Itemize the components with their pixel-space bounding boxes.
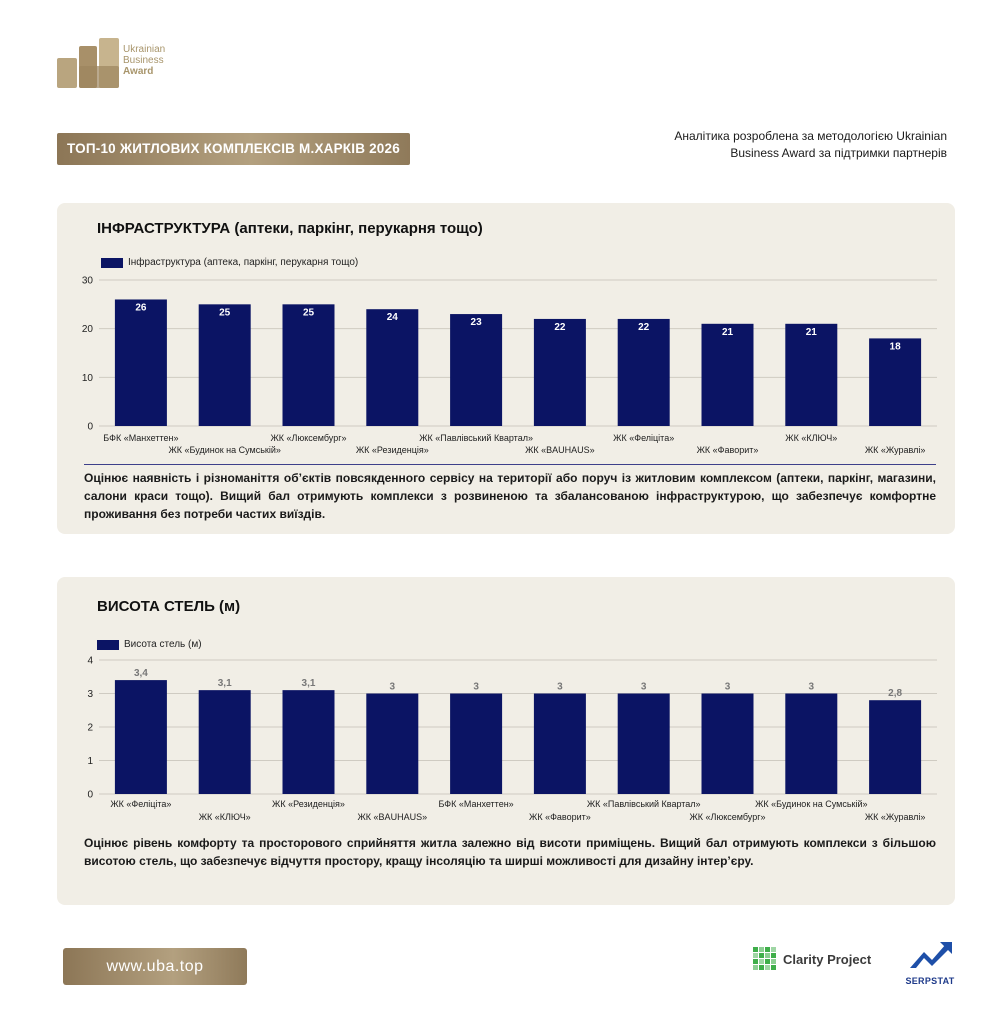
bar-data-label: 3,1: [302, 678, 316, 689]
bar-data-label: 21: [722, 327, 734, 338]
bar-data-label: 3: [809, 682, 815, 693]
bar-data-label: 3: [641, 682, 647, 693]
bar: [533, 318, 586, 426]
bar: [198, 690, 251, 794]
y-tick-label: 20: [82, 324, 94, 335]
infrastructure-panel: ІНФРАСТРУКТУРА (аптеки, паркінг, перукар…: [57, 203, 955, 534]
bar-data-label: 21: [806, 327, 818, 338]
bar: [282, 690, 335, 794]
bar: [785, 323, 838, 426]
infrastructure-description: Оцінює наявність і різноманіття об’єктів…: [84, 471, 936, 521]
x-category-label: БФК «Манхеттен»: [438, 799, 513, 809]
bar: [366, 693, 419, 794]
website-link[interactable]: www.uba.top: [63, 948, 247, 985]
ceiling-height-legend: Висота стель (м): [97, 639, 202, 650]
serpstat-logo: SERPSTAT: [904, 940, 956, 986]
uba-logo-text: Ukrainian Business Award: [123, 44, 165, 77]
bar-data-label: 24: [387, 312, 399, 323]
bar-data-label: 3,4: [134, 668, 148, 679]
bar-data-label: 23: [471, 317, 483, 328]
bar-data-label: 3: [390, 682, 396, 693]
x-category-label: ЖК «Люксембург»: [690, 812, 766, 822]
infrastructure-title: ІНФРАСТРУКТУРА (аптеки, паркінг, перукар…: [97, 220, 483, 237]
legend-swatch: [101, 257, 123, 268]
y-tick-label: 0: [87, 790, 93, 801]
x-category-label: ЖК «Фаворит»: [697, 445, 759, 455]
y-tick-label: 3: [87, 689, 93, 700]
bar: [617, 693, 670, 794]
bar: [366, 309, 419, 426]
x-category-label: ЖК «Резиденція»: [356, 445, 429, 455]
y-tick-label: 10: [82, 373, 94, 384]
x-category-label: ЖК «Фаворит»: [529, 812, 591, 822]
x-category-label: ЖК «Павлівський Квартал»: [419, 433, 533, 443]
x-category-label: ЖК «Журавлі»: [865, 445, 926, 455]
y-tick-label: 4: [87, 656, 93, 667]
uba-logo: Ukrainian Business Award: [57, 36, 187, 92]
infrastructure-chart: 0 10 20 30 26 БФК «Манхеттен» 25 ЖК «Будинок на…: [82, 276, 937, 455]
bar: [450, 314, 503, 426]
bar: [617, 318, 670, 426]
bar-data-label: 3: [725, 682, 731, 693]
bar-data-label: 26: [135, 302, 147, 313]
x-category-label: БФК «Манхеттен»: [103, 433, 178, 443]
y-tick-label: 2: [87, 723, 93, 734]
x-category-label: ЖК «Будинок на Сумській»: [169, 445, 281, 455]
logo-line1: Ukrainian: [123, 44, 166, 55]
ceiling-height-description: Оцінює рівень комфорту та просторового с…: [84, 836, 936, 868]
x-category-label: ЖК «Павлівський Квартал»: [587, 799, 701, 809]
bar-data-label: 25: [219, 307, 231, 318]
x-category-label: ЖК «Люксембург»: [271, 433, 347, 443]
methodology-note: Аналітика розроблена за методологією Ukr…: [674, 129, 947, 160]
bar-data-label: 2,8: [888, 688, 902, 699]
bar: [282, 304, 335, 426]
x-category-label: ЖК «Журавлі»: [865, 812, 926, 822]
bar: [114, 680, 167, 794]
logo-line3: Award: [123, 66, 154, 77]
legend-label: Висота стель (м): [124, 639, 202, 650]
clarity-project-label: Clarity Project: [783, 951, 872, 967]
bar-data-label: 22: [638, 322, 650, 333]
ceiling-height-panel: ВИСОТА СТЕЛЬ (м) 0 1 2 3 4 3,4 ЖК «Феліціта» 3,…: [57, 577, 955, 905]
logo-line2: Business: [123, 55, 164, 66]
report-title-badge: ТОП-10 ЖИТЛОВИХ КОМПЛЕКСІВ М.ХАРКІВ 2026: [57, 133, 410, 165]
legend-swatch: [97, 639, 119, 650]
y-tick-label: 1: [87, 756, 93, 767]
x-category-label: ЖК «BAUHAUS»: [358, 812, 428, 822]
bar: [198, 304, 251, 426]
infrastructure-legend: Інфраструктура (аптека, паркінг, перукар…: [101, 257, 358, 268]
bar: [701, 323, 754, 426]
bar-data-label: 3: [473, 682, 479, 693]
clarity-project-logo: Clarity Project: [753, 947, 871, 971]
y-tick-label: 0: [87, 422, 93, 433]
bar-data-label: 22: [554, 322, 566, 333]
bar: [785, 693, 838, 794]
bar: [869, 338, 922, 426]
x-category-label: ЖК «Феліціта»: [110, 799, 171, 809]
x-category-label: ЖК «КЛЮЧ»: [785, 433, 837, 443]
bar: [869, 700, 922, 794]
x-category-label: ЖК «Будинок на Сумській»: [755, 799, 867, 809]
x-category-label: ЖК «КЛЮЧ»: [199, 812, 251, 822]
ceiling-height-chart: 0 1 2 3 4 3,4 ЖК «Феліціта» 3,1 ЖК «КЛЮЧ» 3,1 ЖК «…: [87, 656, 937, 822]
ceiling-height-title: ВИСОТА СТЕЛЬ (м): [97, 598, 241, 615]
bar-data-label: 3: [557, 682, 563, 693]
x-category-label: ЖК «Резиденція»: [272, 799, 345, 809]
bar: [114, 299, 167, 426]
bar: [533, 693, 586, 794]
bar-data-label: 25: [303, 307, 315, 318]
y-tick-label: 30: [82, 276, 94, 287]
clarity-grid-icon: [753, 947, 776, 970]
bar: [701, 693, 754, 794]
legend-label: Інфраструктура (аптека, паркінг, перукар…: [128, 257, 359, 268]
serpstat-chart-icon: [910, 942, 952, 968]
bar-data-label: 3,1: [218, 678, 232, 689]
x-category-label: ЖК «Феліціта»: [613, 433, 674, 443]
serpstat-label: SERPSTAT: [905, 976, 955, 986]
uba-logo-mark-icon: [57, 38, 119, 88]
bar: [450, 693, 503, 794]
divider: [84, 464, 936, 465]
bar-data-label: 18: [890, 341, 902, 352]
x-category-label: ЖК «BAUHAUS»: [525, 445, 595, 455]
